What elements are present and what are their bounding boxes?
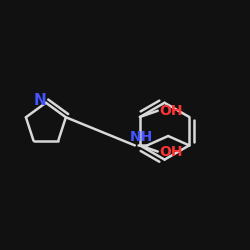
Text: NH: NH xyxy=(129,130,152,144)
Text: OH: OH xyxy=(159,144,182,158)
Text: OH: OH xyxy=(159,104,182,118)
Text: N: N xyxy=(33,93,46,108)
